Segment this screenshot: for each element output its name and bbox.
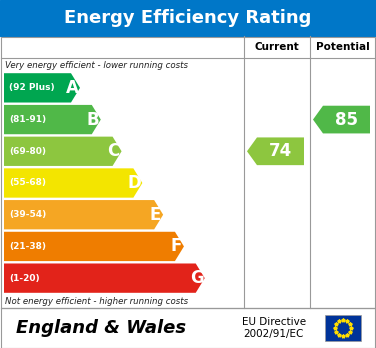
Polygon shape	[313, 106, 370, 133]
Text: E: E	[150, 206, 161, 224]
Text: (1-20): (1-20)	[9, 274, 39, 283]
Bar	[1, 37, 375, 308]
Text: 74: 74	[269, 142, 292, 160]
Text: EU Directive: EU Directive	[242, 317, 306, 327]
Polygon shape	[247, 137, 304, 165]
Polygon shape	[4, 263, 205, 293]
Polygon shape	[4, 200, 163, 229]
Text: Energy Efficiency Rating: Energy Efficiency Rating	[64, 9, 312, 27]
Polygon shape	[4, 232, 184, 261]
Text: C: C	[108, 142, 120, 160]
Text: F: F	[170, 237, 182, 255]
Polygon shape	[4, 137, 121, 166]
Text: 2002/91/EC: 2002/91/EC	[244, 329, 304, 339]
Polygon shape	[4, 105, 101, 134]
Text: A: A	[65, 79, 79, 97]
Text: England & Wales: England & Wales	[17, 319, 186, 337]
Bar	[325, 315, 361, 341]
Text: Current: Current	[255, 42, 299, 52]
Polygon shape	[4, 73, 80, 103]
Text: Very energy efficient - lower running costs: Very energy efficient - lower running co…	[5, 61, 188, 70]
Polygon shape	[4, 168, 143, 198]
Text: (21-38): (21-38)	[9, 242, 46, 251]
Text: (69-80): (69-80)	[9, 147, 46, 156]
Text: (55-68): (55-68)	[9, 179, 46, 188]
Text: Not energy efficient - higher running costs: Not energy efficient - higher running co…	[5, 296, 188, 306]
Text: (92 Plus): (92 Plus)	[9, 84, 55, 92]
Text: D: D	[127, 174, 141, 192]
Text: B: B	[86, 111, 99, 128]
Bar	[1, 308, 375, 348]
Text: (39-54): (39-54)	[9, 210, 46, 219]
Text: Potential: Potential	[316, 42, 370, 52]
Bar	[0, 0, 376, 36]
Text: (81-91): (81-91)	[9, 115, 46, 124]
Text: 85: 85	[335, 111, 358, 128]
Text: G: G	[190, 269, 204, 287]
